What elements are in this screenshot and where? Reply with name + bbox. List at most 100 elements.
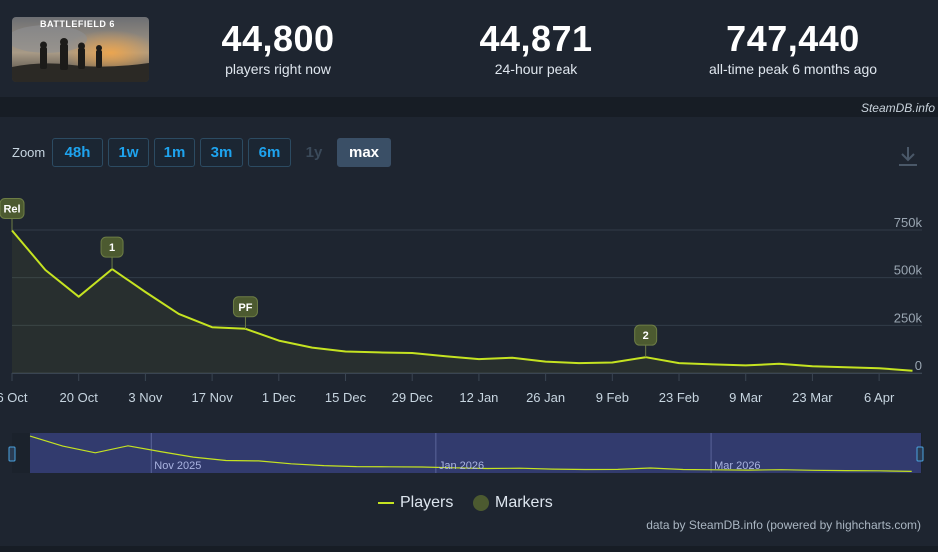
data-point [311, 347, 313, 349]
data-point [845, 366, 847, 368]
x-tick-label: 17 Nov [192, 390, 234, 405]
navigator-labels: Nov 2025 Jan 2026 Mar 2026 [154, 460, 760, 472]
data-point [44, 269, 46, 271]
player-count-chart[interactable]: 0 250k 500k 750k 6 Oct 20 Oct 3 Nov 17 Nov 1 De… [0, 190, 938, 420]
data-point [278, 340, 280, 342]
zoom-label: Zoom [12, 145, 46, 160]
chart-card [0, 117, 938, 546]
legend-label: Players [400, 494, 454, 511]
data-point [411, 352, 413, 354]
y-tick-label: 250k [894, 310, 923, 325]
marker-badge [0, 197, 25, 219]
marker-label: Rel [3, 203, 20, 215]
zoom-3m-button[interactable]: 3m [200, 138, 243, 167]
y-tick-label: 750k [894, 215, 923, 230]
data-point [144, 291, 146, 293]
stat-value: 44,800 [221, 18, 335, 59]
data-point [878, 367, 880, 369]
navigator-handle-left[interactable] [8, 446, 16, 462]
data-point [345, 350, 347, 352]
data-point [711, 363, 713, 365]
x-tick-label: 15 Dec [325, 390, 367, 405]
stat-label: players right now [225, 61, 331, 77]
zoom-1m-button[interactable]: 1m [154, 138, 195, 167]
chart-credit: data by SteamDB.info (powered by highcha… [646, 518, 921, 532]
data-point [611, 362, 613, 364]
players-line [11, 229, 913, 372]
x-tick-label: 9 Feb [596, 390, 629, 405]
marker-flag: 1 [100, 236, 124, 270]
x-axis: 6 Oct 20 Oct 3 Nov 17 Nov 1 Dec 15 Dec 29 Dec 1… [0, 373, 922, 405]
stat-24h-peak: 44,871 24-hour peak [446, 20, 626, 80]
x-tick-label: 26 Jan [526, 390, 565, 405]
y-tick-label: 0 [915, 358, 922, 373]
legend-line-symbol [378, 502, 394, 504]
x-tick-label: 6 Apr [864, 390, 895, 405]
source-tag: SteamDB.info [860, 101, 935, 115]
marker-badge [634, 324, 658, 346]
data-point [378, 351, 380, 353]
navigator[interactable]: Nov 2025 Jan 2026 Mar 2026 [0, 432, 938, 476]
x-tick-label: 12 Jan [459, 390, 498, 405]
navigator-label: Nov 2025 [154, 460, 201, 472]
zoom-1w-button[interactable]: 1w [108, 138, 149, 167]
x-tick-label: 23 Mar [792, 390, 833, 405]
legend-item-players[interactable]: Players [378, 492, 453, 514]
navigator-label: Mar 2026 [714, 460, 760, 472]
navigator-series [29, 435, 912, 472]
data-point [778, 363, 780, 365]
download-icon[interactable] [896, 144, 920, 168]
marker-flag: 2 [634, 324, 658, 358]
stat-value: 44,871 [479, 18, 593, 59]
x-tick-label: 9 Mar [729, 390, 763, 405]
data-point [745, 364, 747, 366]
navigator-handle-right[interactable] [916, 446, 924, 462]
data-point [811, 365, 813, 367]
game-thumbnail[interactable]: BATTLEFIELD 6 [12, 17, 149, 82]
data-point [178, 313, 180, 315]
legend-item-markers[interactable]: Markers [473, 492, 553, 514]
data-point [478, 358, 480, 360]
marker-label: 1 [109, 242, 115, 254]
stat-label: 24-hour peak [494, 61, 578, 77]
zoom-max-button[interactable]: max [337, 138, 391, 167]
navigator-line [29, 435, 912, 472]
game-logo-text: BATTLEFIELD 6 [40, 19, 115, 29]
y-axis: 0 250k 500k 750k [894, 215, 923, 373]
x-tick-label: 1 Dec [262, 390, 296, 405]
x-tick-label: 6 Oct [0, 390, 28, 405]
legend-label: Markers [495, 494, 553, 511]
chart-area [12, 230, 913, 373]
zoom-48h-button[interactable]: 48h [52, 138, 103, 167]
stat-all-time-peak: 747,440 all-time peak 6 months ago [688, 20, 898, 80]
navigator-grid [150, 433, 712, 473]
data-point [578, 362, 580, 364]
x-tick-label: 23 Feb [659, 390, 699, 405]
players-area [12, 230, 913, 373]
players-series [11, 229, 913, 372]
x-tick-label: 20 Oct [60, 390, 99, 405]
marker-flag: PF [232, 296, 258, 329]
marker-label: 2 [643, 330, 649, 342]
data-point [678, 362, 680, 364]
zoom-6m-button[interactable]: 6m [248, 138, 291, 167]
data-point [211, 326, 213, 328]
marker-label: PF [238, 302, 252, 314]
game-thumbnail-art [12, 17, 149, 82]
data-point [911, 370, 913, 372]
data-point [511, 357, 513, 359]
legend-circle-symbol [473, 495, 489, 511]
data-point [78, 296, 80, 298]
stat-value: 747,440 [726, 18, 860, 59]
marker-badge [100, 236, 124, 258]
data-point [545, 361, 547, 363]
data-point [445, 355, 447, 357]
navigator-label: Jan 2026 [439, 460, 484, 472]
stat-label: all-time peak 6 months ago [708, 61, 878, 77]
marker-flag: Rel [0, 197, 25, 231]
navigator-selection[interactable] [30, 433, 921, 473]
x-tick-label: 29 Dec [392, 390, 434, 405]
marker-badge [232, 296, 258, 318]
stat-current-players: 44,800 players right now [188, 20, 368, 80]
zoom-1y-button[interactable]: 1y [305, 144, 323, 161]
